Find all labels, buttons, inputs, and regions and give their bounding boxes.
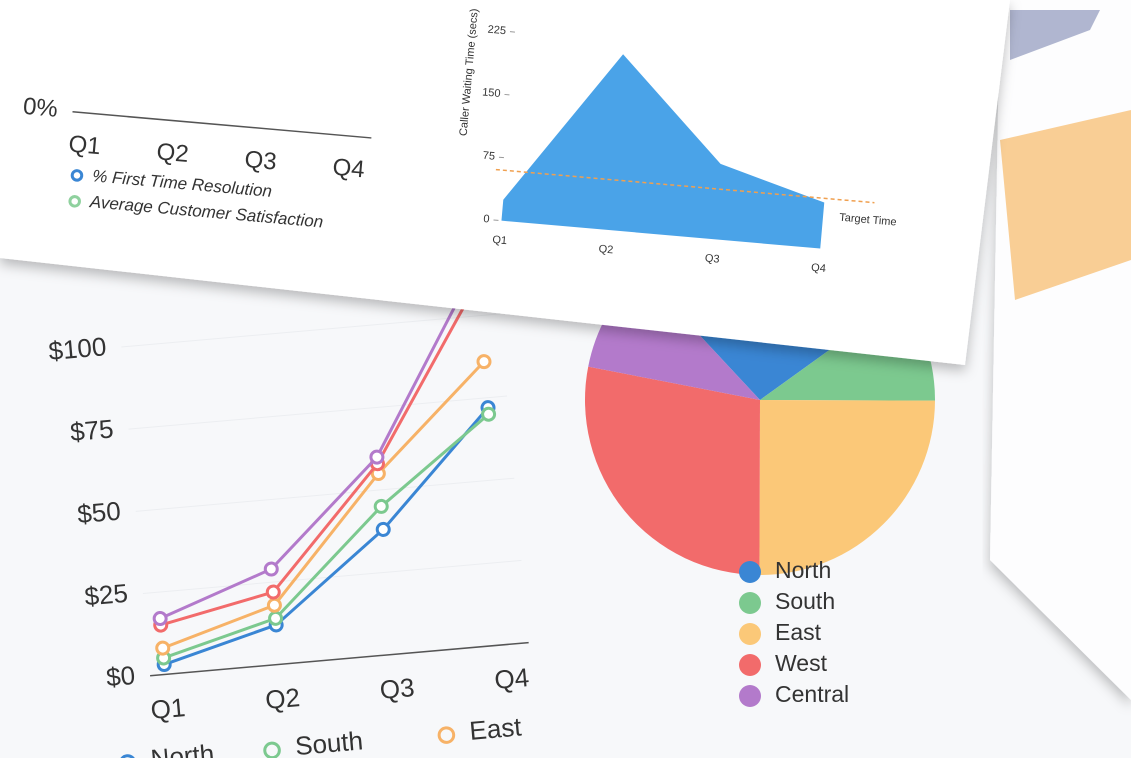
target-line xyxy=(495,168,875,204)
right-chart-fragment xyxy=(1000,110,1131,300)
point xyxy=(155,640,171,656)
area xyxy=(501,54,825,249)
y-tick-label: $50 xyxy=(76,496,122,530)
legend-marker xyxy=(739,592,761,614)
grid-line xyxy=(150,641,529,677)
series-line xyxy=(162,360,486,650)
point xyxy=(481,406,497,422)
y-tick-label: 75 xyxy=(482,150,495,163)
grid-line xyxy=(135,477,515,512)
point xyxy=(375,521,391,537)
series-line xyxy=(163,413,490,660)
x-tick-label: Q1 xyxy=(149,692,186,725)
legend-label: North xyxy=(149,738,215,758)
x-tick-label: Q2 xyxy=(264,682,301,715)
x-tick-label: Q1 xyxy=(67,131,101,161)
legend-marker xyxy=(739,685,761,707)
point xyxy=(373,498,389,514)
x-tick-label: Q4 xyxy=(811,262,827,275)
legend-label: South xyxy=(775,588,835,614)
pie-slice xyxy=(585,366,760,575)
legend-marker xyxy=(68,195,81,208)
legend-label: West xyxy=(775,650,828,676)
y-tick-label: 150 xyxy=(482,86,501,100)
series-line xyxy=(163,406,490,666)
legend-label: North xyxy=(775,557,831,583)
pie-slice xyxy=(759,400,935,576)
point xyxy=(476,354,492,370)
x-tick-label: Q1 xyxy=(492,234,508,247)
x-tick-label: Q3 xyxy=(379,672,416,705)
point xyxy=(369,449,385,465)
legend-label: East xyxy=(775,619,822,645)
grid-line xyxy=(72,111,372,139)
x-tick-label: Q3 xyxy=(243,146,277,176)
x-tick-label: Q3 xyxy=(704,252,720,265)
legend-marker xyxy=(437,726,456,744)
legend-label: Central xyxy=(775,681,849,707)
y-tick-label: 0 xyxy=(483,213,490,225)
y-tick-label: 0% xyxy=(22,93,59,123)
legend-label: East xyxy=(468,711,523,745)
x-tick-label: Q4 xyxy=(493,662,530,695)
grid-line xyxy=(121,313,500,348)
y-tick-label: $100 xyxy=(47,331,107,366)
point xyxy=(266,597,282,613)
y-tick-label: $75 xyxy=(69,413,115,447)
legend-marker xyxy=(118,754,137,758)
legend-marker xyxy=(70,169,84,182)
right-chart-fragment xyxy=(1010,10,1100,60)
point xyxy=(265,584,281,600)
grid-line xyxy=(128,395,508,430)
series-line xyxy=(159,265,477,620)
y-tick-label: $0 xyxy=(105,660,136,692)
y-tick-label: $25 xyxy=(83,578,129,612)
point xyxy=(268,610,284,626)
top-paper xyxy=(0,0,1010,365)
point xyxy=(152,611,168,627)
x-tick-label: Q2 xyxy=(155,138,189,168)
legend-marker xyxy=(739,561,761,583)
legend-marker xyxy=(739,654,761,676)
series-line xyxy=(160,281,479,627)
x-tick-label: Q2 xyxy=(598,243,614,256)
x-tick-label: Q4 xyxy=(331,154,365,184)
legend-marker xyxy=(739,623,761,645)
chart: $0 $25 $50 $75 $100 Q1 Q2 Q3 Q4 North South East xyxy=(47,258,530,758)
point xyxy=(263,561,279,577)
legend-label: South xyxy=(294,725,364,758)
y-tick-label: 225 xyxy=(487,24,506,38)
target-label: Target Time xyxy=(839,212,897,229)
